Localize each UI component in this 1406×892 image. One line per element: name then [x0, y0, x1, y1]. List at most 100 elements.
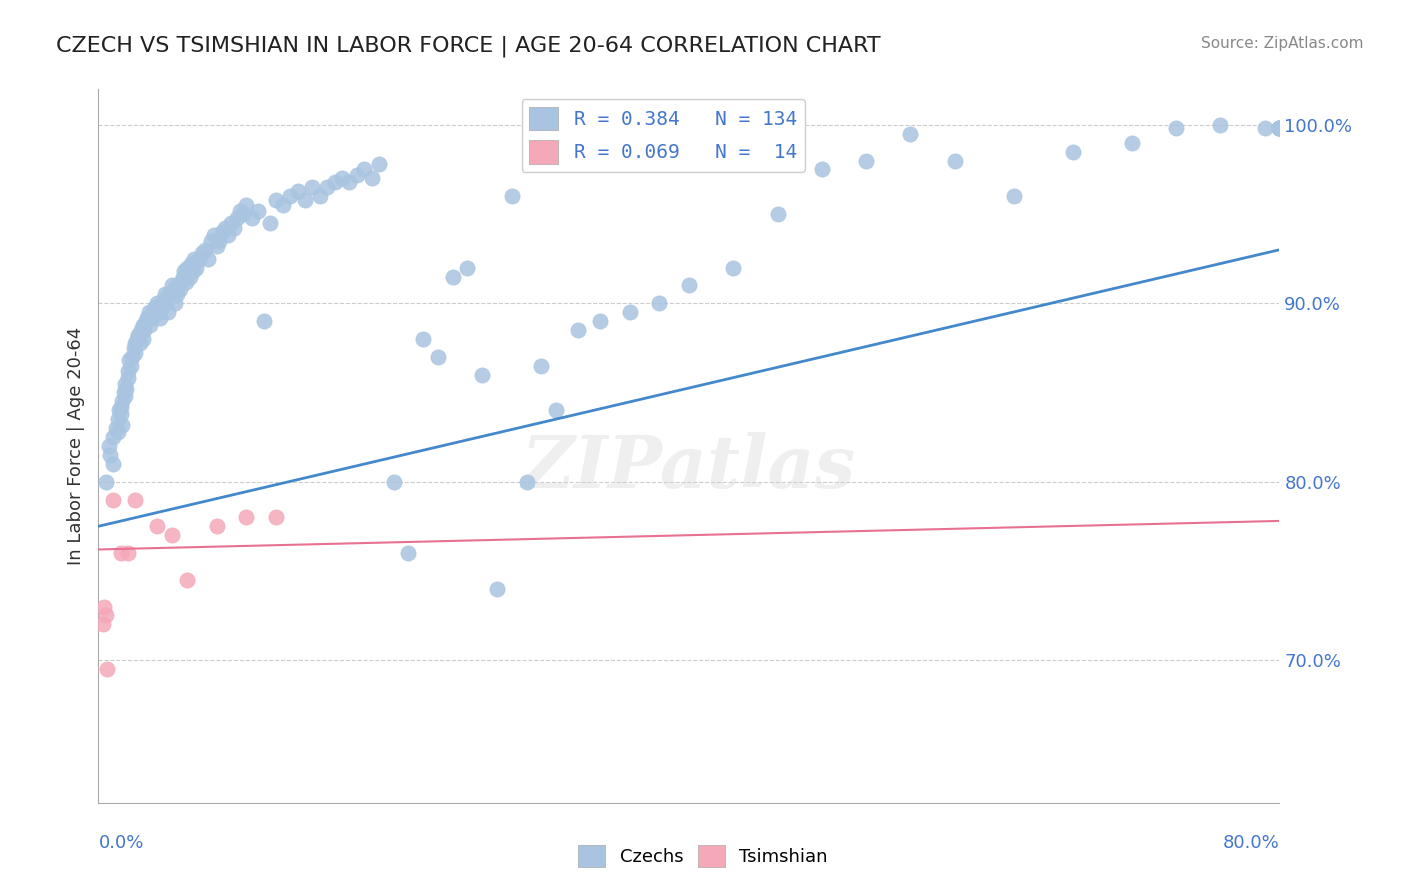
- Point: [766, 207, 789, 221]
- Point: [103, 457, 125, 471]
- Point: [240, 211, 263, 225]
- Point: [264, 193, 287, 207]
- Point: [153, 287, 176, 301]
- Point: [146, 296, 169, 310]
- Point: [148, 305, 170, 319]
- Point: [181, 264, 204, 278]
- Point: [117, 371, 139, 385]
- Point: [368, 157, 391, 171]
- Point: [456, 260, 478, 275]
- Legend: Czechs, Tsimshian: Czechs, Tsimshian: [571, 838, 835, 874]
- Point: [1268, 121, 1291, 136]
- Point: [214, 221, 236, 235]
- Point: [515, 475, 537, 489]
- Point: [471, 368, 494, 382]
- Point: [271, 198, 294, 212]
- Point: [1268, 121, 1291, 136]
- Point: [486, 582, 509, 596]
- Point: [120, 359, 142, 373]
- Point: [103, 492, 125, 507]
- Point: [121, 350, 143, 364]
- Point: [253, 314, 276, 328]
- Point: [110, 546, 132, 560]
- Point: [235, 510, 257, 524]
- Point: [103, 430, 125, 444]
- Point: [150, 300, 173, 314]
- Point: [163, 282, 186, 296]
- Point: [169, 282, 191, 296]
- Point: [111, 394, 134, 409]
- Point: [183, 252, 205, 266]
- Point: [294, 193, 316, 207]
- Point: [125, 332, 148, 346]
- Point: [316, 180, 339, 194]
- Point: [93, 599, 115, 614]
- Point: [112, 385, 135, 400]
- Point: [287, 184, 309, 198]
- Text: ZIPatlas: ZIPatlas: [522, 432, 856, 503]
- Point: [1268, 121, 1291, 136]
- Point: [217, 228, 239, 243]
- Point: [330, 171, 353, 186]
- Point: [127, 328, 149, 343]
- Point: [129, 323, 152, 337]
- Text: 80.0%: 80.0%: [1223, 834, 1279, 852]
- Point: [107, 425, 129, 439]
- Point: [346, 168, 368, 182]
- Point: [678, 278, 700, 293]
- Point: [174, 275, 197, 289]
- Point: [156, 305, 179, 319]
- Point: [232, 207, 254, 221]
- Point: [427, 350, 450, 364]
- Point: [723, 260, 745, 275]
- Point: [136, 310, 159, 325]
- Point: [118, 353, 141, 368]
- Point: [146, 519, 169, 533]
- Text: 0.0%: 0.0%: [98, 834, 143, 852]
- Point: [229, 203, 252, 218]
- Point: [589, 314, 612, 328]
- Point: [353, 162, 375, 177]
- Point: [264, 510, 287, 524]
- Point: [152, 293, 174, 307]
- Point: [108, 403, 131, 417]
- Point: [96, 662, 118, 676]
- Point: [170, 275, 193, 289]
- Point: [278, 189, 302, 203]
- Point: [224, 221, 246, 235]
- Point: [1268, 121, 1291, 136]
- Text: CZECH VS TSIMSHIAN IN LABOR FORCE | AGE 20-64 CORRELATION CHART: CZECH VS TSIMSHIAN IN LABOR FORCE | AGE …: [56, 36, 882, 57]
- Point: [226, 211, 249, 225]
- Point: [173, 264, 195, 278]
- Point: [567, 323, 589, 337]
- Point: [184, 260, 207, 275]
- Point: [162, 528, 183, 542]
- Point: [98, 448, 121, 462]
- Point: [117, 546, 139, 560]
- Point: [162, 278, 183, 293]
- Point: [194, 243, 217, 257]
- Point: [141, 310, 163, 325]
- Point: [167, 278, 190, 293]
- Point: [648, 296, 671, 310]
- Point: [530, 359, 553, 373]
- Point: [309, 189, 332, 203]
- Point: [139, 318, 162, 332]
- Point: [301, 180, 323, 194]
- Point: [339, 175, 360, 189]
- Point: [94, 475, 117, 489]
- Point: [900, 127, 922, 141]
- Point: [412, 332, 434, 346]
- Point: [155, 296, 177, 310]
- Point: [134, 323, 156, 337]
- Point: [143, 300, 166, 314]
- Point: [1164, 121, 1187, 136]
- Point: [191, 246, 214, 260]
- Point: [142, 305, 165, 319]
- Point: [259, 216, 281, 230]
- Point: [323, 175, 346, 189]
- Point: [132, 332, 155, 346]
- Point: [94, 608, 117, 623]
- Point: [122, 341, 145, 355]
- Point: [501, 189, 523, 203]
